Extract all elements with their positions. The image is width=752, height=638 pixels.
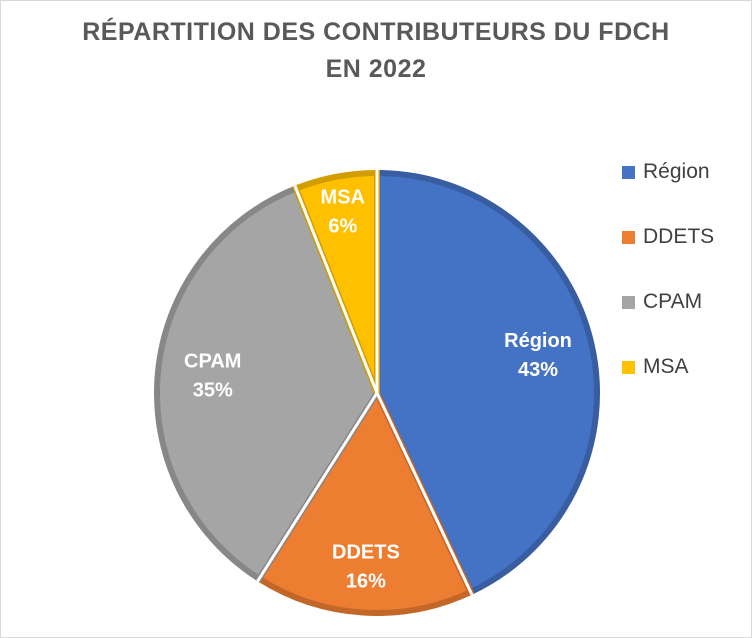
pie-slice-ddets	[254, 386, 475, 616]
pie-slice-region	[374, 169, 600, 597]
data-label-value-region: 43%	[518, 359, 558, 381]
legend-label-msa: MSA	[643, 355, 689, 378]
legend-swatch-ddets	[622, 231, 635, 244]
data-label-value-cpam: 35%	[193, 379, 233, 401]
data-label-category-region: Région	[504, 330, 572, 352]
legend-label-ddets: DDETS	[643, 225, 715, 248]
data-label-category-msa: MSA	[321, 187, 365, 209]
legend-swatch-msa	[622, 361, 635, 374]
legend-label-cpam: CPAM	[643, 290, 703, 313]
data-label-region: Région 43%	[504, 330, 572, 381]
data-label-value-ddets: 16%	[346, 571, 386, 593]
legend-swatch-cpam	[622, 296, 635, 309]
data-label-value-msa: 6%	[328, 216, 357, 238]
data-label-category-cpam: CPAM	[184, 350, 241, 372]
legend-label-region: Région	[643, 160, 710, 183]
chart-title-line-1: RÉPARTITION DES CONTRIBUTEURS DU FDCH	[82, 18, 670, 46]
slice-separator-ddets	[375, 392, 474, 596]
data-label-category-ddets: DDETS	[332, 542, 400, 564]
pie-slice-cpam	[154, 184, 381, 583]
data-label-msa: MSA 6%	[321, 187, 365, 238]
data-label-cpam: CPAM 35%	[184, 350, 241, 401]
chart-title: RÉPARTITION DES CONTRIBUTEURS DU FDCH EN…	[0, 14, 752, 88]
slice-separator-cpam	[256, 392, 379, 583]
chart-title-line-2: EN 2022	[325, 55, 427, 83]
legend-swatch-region	[622, 166, 635, 179]
slice-separator-msa	[293, 185, 379, 394]
data-label-ddets: DDETS 16%	[332, 542, 400, 593]
